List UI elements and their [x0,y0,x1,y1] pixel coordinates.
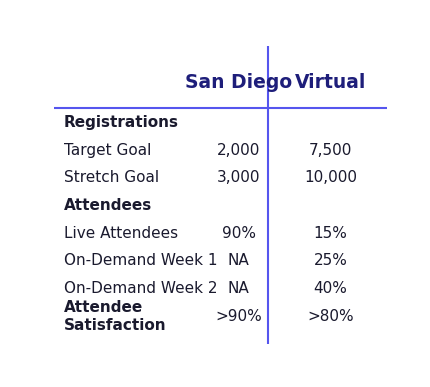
Text: 7,500: 7,500 [309,143,352,158]
Text: Attendees: Attendees [64,198,152,213]
Text: NA: NA [228,253,249,269]
Text: Registrations: Registrations [64,115,179,130]
Text: On-Demand Week 1: On-Demand Week 1 [64,253,217,269]
Text: 10,000: 10,000 [304,170,357,185]
Text: 15%: 15% [313,226,347,241]
Text: Target Goal: Target Goal [64,143,151,158]
Text: 90%: 90% [222,226,256,241]
Text: 40%: 40% [313,281,347,296]
Text: On-Demand Week 2: On-Demand Week 2 [64,281,217,296]
Text: 2,000: 2,000 [217,143,261,158]
Text: Virtual: Virtual [295,73,366,92]
Text: NA: NA [228,281,249,296]
Text: Attendee
Satisfaction: Attendee Satisfaction [64,300,166,332]
Text: San Diego: San Diego [185,73,292,92]
Text: Live Attendees: Live Attendees [64,226,178,241]
Text: >90%: >90% [215,309,262,324]
Text: 3,000: 3,000 [217,170,261,185]
Text: >80%: >80% [307,309,353,324]
Text: 25%: 25% [313,253,347,269]
Text: Stretch Goal: Stretch Goal [64,170,159,185]
